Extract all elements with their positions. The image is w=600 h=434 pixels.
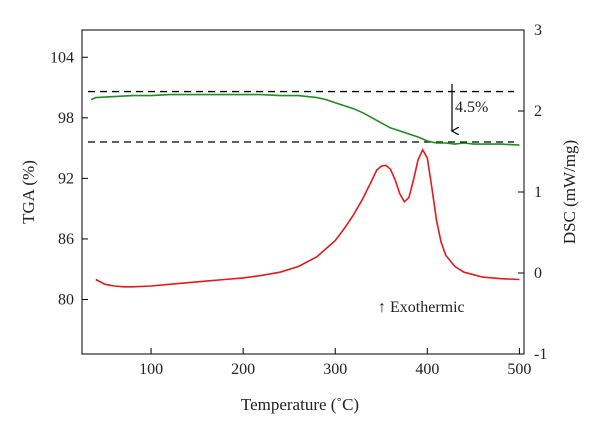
right-tick-label: -1 (534, 346, 547, 363)
right-axis-title: DSC (mW/mg) (560, 140, 579, 244)
x-tick-label: 200 (231, 361, 255, 378)
left-tick-label: 104 (50, 49, 74, 66)
x-axis-ticks: 100 200 300 400 500 (139, 348, 531, 378)
right-tick-label: 3 (534, 22, 542, 39)
right-tick-label: 1 (534, 184, 542, 201)
left-axis-ticks: 80 86 92 98 104 (50, 49, 88, 308)
mass-loss-label: 4.5% (455, 99, 488, 116)
dsc-curve (95, 148, 520, 288)
left-tick-label: 92 (58, 170, 74, 187)
right-tick-label: 2 (534, 103, 542, 120)
x-axis-title: Temperature (˚C) (241, 395, 359, 414)
left-axis-title: TGA (%) (19, 160, 38, 224)
x-tick-label: 500 (507, 361, 531, 378)
left-tick-label: 80 (58, 291, 74, 308)
right-tick-label: 0 (534, 265, 542, 282)
x-tick-label: 300 (323, 361, 347, 378)
right-axis-ticks: -1 0 1 2 3 (518, 22, 547, 363)
x-tick-label: 400 (415, 361, 439, 378)
x-tick-label: 100 (139, 361, 163, 378)
left-tick-label: 98 (58, 110, 74, 127)
exothermic-label: ↑ Exothermic (378, 299, 465, 316)
tga-curve (90, 93, 520, 146)
left-tick-label: 86 (58, 231, 74, 248)
